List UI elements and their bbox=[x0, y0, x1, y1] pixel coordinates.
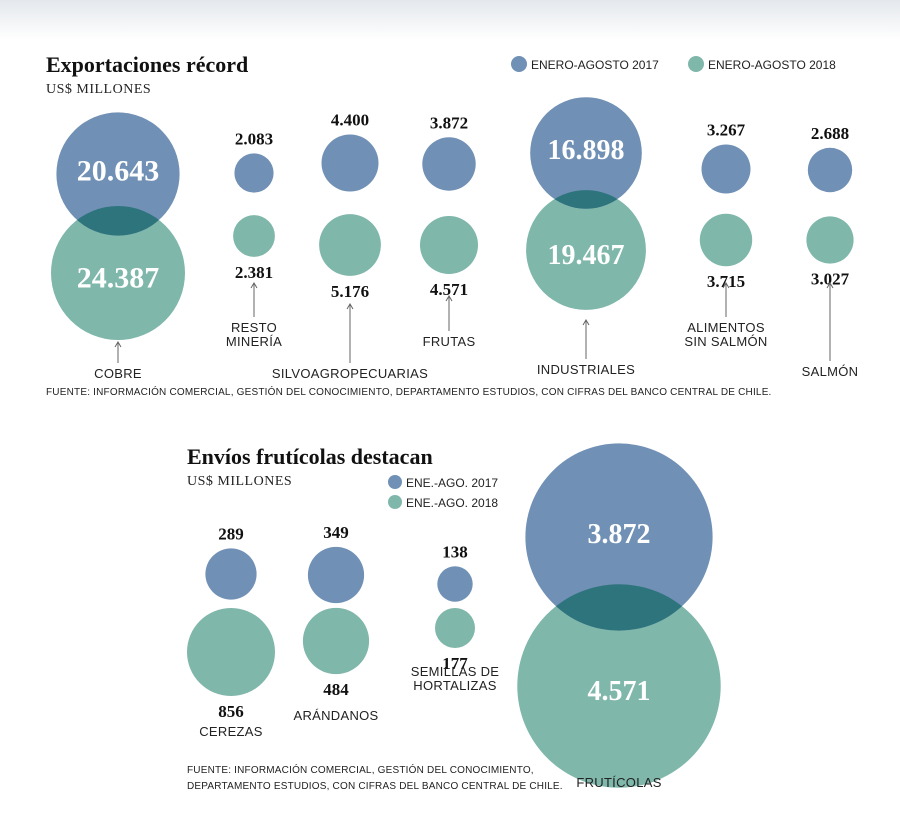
c2-cat3-label-line1: SEMILLAS DE bbox=[411, 664, 500, 679]
legend2-2018-label: ENE.-AGO. 2018 bbox=[406, 496, 498, 510]
c1-cat7-bubble-2017 bbox=[807, 147, 853, 193]
c2-cat2-group: 349 484 ARÁNDANOS bbox=[293, 523, 378, 723]
c2-cat1-label-line1: CEREZAS bbox=[199, 724, 263, 739]
c1-cat5-label-line1: INDUSTRIALES bbox=[537, 362, 635, 377]
c2-cat1-value-2018: 856 bbox=[218, 702, 244, 721]
c2-cat3-bubble-2017 bbox=[437, 566, 473, 602]
c1-cat7-group: 2.688 3.027 SALMÓN bbox=[802, 124, 859, 379]
legend-2018-label: ENERO-AGOSTO 2018 bbox=[708, 58, 836, 72]
chart1-unit: US$ MILLONES bbox=[46, 82, 151, 97]
c2-cat2-bubble-2017 bbox=[307, 546, 365, 604]
chart2-marks: 289 856 CEREZAS 349 484 ARÁNDANOS 138 177SEMILL… bbox=[187, 443, 721, 790]
c2-cat1-bubble-2018 bbox=[187, 608, 275, 696]
c1-cat2-bubble-2017 bbox=[234, 153, 274, 193]
chart1-legend: ENERO-AGOSTO 2017 ENERO-AGOSTO 2018 bbox=[511, 56, 836, 72]
chart1-source: FUENTE: INFORMACIÓN COMERCIAL, GESTIÓN D… bbox=[46, 385, 772, 398]
c1-cat3-value-2018: 5.176 bbox=[331, 282, 369, 301]
c1-cat2-arrow-head bbox=[250, 282, 258, 289]
c2-cat1-value-2017: 289 bbox=[218, 524, 244, 543]
legend2-2017-label: ENE.-AGO. 2017 bbox=[406, 476, 498, 490]
c1-cat1-bubble-2018 bbox=[51, 206, 185, 340]
c1-cat1-value-2018: 24.387 bbox=[77, 262, 160, 295]
c2-cat4-value-2018: 4.571 bbox=[588, 676, 651, 707]
c1-cat7-value-2017: 2.688 bbox=[811, 124, 849, 143]
legend-2017-label: ENERO-AGOSTO 2017 bbox=[531, 58, 659, 72]
c1-cat5-group: 16.898 19.467 INDUSTRIALES bbox=[526, 97, 646, 377]
chart2-source-line2: DEPARTAMENTO ESTUDIOS, CON CIFRAS DEL BA… bbox=[187, 781, 563, 792]
c2-cat3-label-line2: HORTALIZAS bbox=[413, 678, 496, 693]
c1-cat5-bubble-2018 bbox=[526, 190, 646, 310]
c1-cat6-label-line1: ALIMENTOS bbox=[687, 320, 765, 335]
c1-cat4-bubble-2017 bbox=[422, 137, 476, 191]
c2-cat4-bubble-2018 bbox=[517, 584, 721, 788]
c1-cat6-arrow-head bbox=[722, 282, 730, 289]
c1-cat5-bubble-2017 bbox=[530, 97, 642, 209]
c2-cat2-label-line1: ARÁNDANOS bbox=[293, 708, 378, 723]
c1-cat7-value-2018: 3.027 bbox=[811, 270, 850, 289]
c1-cat4-group: 3.872 4.571 FRUTAS bbox=[420, 113, 478, 349]
c2-cat1-group: 289 856 CEREZAS bbox=[187, 524, 275, 739]
c1-cat4-label-line1: FRUTAS bbox=[423, 334, 476, 349]
c1-cat2-value-2018: 2.381 bbox=[235, 263, 273, 282]
c2-cat4-label-line1: FRUTÍCOLAS bbox=[576, 775, 661, 790]
c1-cat1-group: 20.643 24.387 COBRE bbox=[51, 112, 185, 381]
c1-cat3-value-2017: 4.400 bbox=[331, 111, 369, 130]
chart2-legend: ENE.-AGO. 2017 ENE.-AGO. 2018 bbox=[388, 475, 498, 510]
c1-cat3-bubble-2017 bbox=[321, 134, 379, 192]
c1-cat1-bubble-2017 bbox=[56, 112, 180, 236]
legend-2018-swatch bbox=[688, 56, 704, 72]
chart1-marks: 20.64324.387COBRE2.0832.381RESTOMINERÍA4… bbox=[51, 97, 858, 381]
c1-cat3-label-line1: SILVOAGROPECUARIAS bbox=[272, 366, 428, 381]
c2-cat4-value-2017: 3.872 bbox=[588, 519, 651, 550]
c1-cat5-value-2017: 16.898 bbox=[548, 135, 625, 166]
c1-cat6-bubble-2017 bbox=[701, 144, 751, 194]
c1-cat4-value-2018: 4.571 bbox=[430, 280, 468, 299]
c1-cat1-value-2017: 20.643 bbox=[77, 155, 160, 188]
c1-cat6-value-2017: 3.267 bbox=[707, 121, 746, 140]
c2-cat3-value-2017: 138 bbox=[442, 542, 468, 561]
c2-cat4-bubble-2017 bbox=[525, 443, 713, 631]
c2-cat3-value-2018: 177 bbox=[442, 654, 468, 673]
c1-cat3-arrow-head bbox=[346, 303, 354, 310]
c2-cat2-bubble-2018 bbox=[302, 607, 370, 675]
legend-2017-swatch bbox=[511, 56, 527, 72]
c1-cat4-value-2017: 3.872 bbox=[430, 113, 468, 132]
c1-cat7-arrow-head bbox=[826, 282, 834, 289]
chart1-title: Exportaciones récord bbox=[46, 52, 248, 77]
c1-cat6-value-2018: 3.715 bbox=[707, 272, 745, 291]
legend2-2017-swatch bbox=[388, 475, 402, 489]
c1-cat6-bubble-2018 bbox=[699, 213, 753, 267]
c2-cat2-value-2017: 349 bbox=[323, 523, 349, 542]
c1-cat3-group: 4.400 5.176 SILVOAGROPECUARIAS bbox=[272, 111, 428, 382]
c1-cat1-arrow-head bbox=[114, 341, 122, 348]
c1-cat7-label-line1: SALMÓN bbox=[802, 364, 859, 379]
chart2-source-line1: FUENTE: INFORMACIÓN COMERCIAL, GESTIÓN D… bbox=[187, 763, 534, 776]
c1-cat5-arrow-head bbox=[582, 319, 590, 326]
c1-cat2-label-line2: MINERÍA bbox=[226, 334, 282, 349]
c1-cat5-value-2018: 19.467 bbox=[548, 240, 625, 271]
c1-cat4-arrow-head bbox=[445, 295, 453, 302]
chart2-unit: US$ MILLONES bbox=[187, 474, 292, 489]
c2-cat3-bubble-2018 bbox=[435, 608, 475, 648]
c1-cat2-value-2017: 2.083 bbox=[235, 129, 273, 148]
chart2-title: Envíos frutícolas destacan bbox=[187, 444, 433, 469]
c1-cat2-bubble-2018 bbox=[233, 215, 275, 257]
c1-cat2-label-line1: RESTO bbox=[231, 320, 277, 335]
c1-cat3-bubble-2018 bbox=[319, 214, 381, 276]
c2-cat2-value-2018: 484 bbox=[323, 680, 349, 699]
c1-cat7-bubble-2018 bbox=[806, 216, 854, 264]
legend2-2018-swatch bbox=[388, 495, 402, 509]
c1-cat6-label-line2: SIN SALMÓN bbox=[684, 334, 767, 349]
c2-cat1-bubble-2017 bbox=[205, 548, 257, 600]
c1-cat4-bubble-2018 bbox=[420, 216, 478, 274]
c1-cat1-label-line1: COBRE bbox=[94, 366, 142, 381]
c2-cat4-group: 3.872 4.571 FRUTÍCOLAS bbox=[517, 443, 721, 790]
